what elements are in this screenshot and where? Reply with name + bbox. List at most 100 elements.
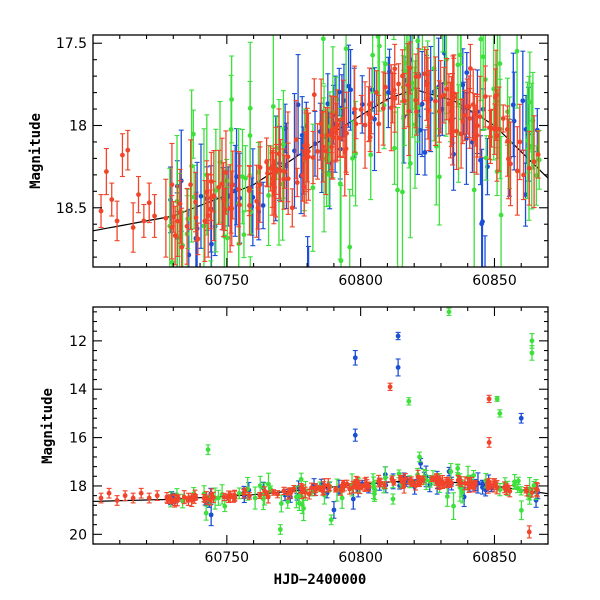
data-point-green xyxy=(241,211,247,259)
data-point-red xyxy=(467,43,473,94)
data-point-blue xyxy=(520,50,526,151)
data-point-red xyxy=(423,48,429,121)
data-point-red xyxy=(362,477,368,492)
data-point-red xyxy=(298,482,304,494)
data-point-red xyxy=(136,175,141,214)
data-point-red xyxy=(477,75,483,158)
data-point-red xyxy=(146,182,152,224)
data-point-red xyxy=(399,49,405,103)
data-point-red xyxy=(320,486,326,496)
y-tick-label: 16 xyxy=(69,431,87,447)
outlier-point-blue xyxy=(352,428,358,442)
data-point-red xyxy=(493,49,499,141)
data-point-green xyxy=(347,188,353,267)
outlier-point-green xyxy=(406,397,412,406)
data-point-red xyxy=(323,106,329,196)
data-point-red xyxy=(529,487,535,498)
data-point-red xyxy=(106,487,112,499)
data-point-green xyxy=(375,35,381,105)
outlier-point-blue xyxy=(395,331,401,341)
data-point-green xyxy=(395,106,401,267)
data-point-red xyxy=(152,194,158,238)
data-point-blue xyxy=(482,235,488,267)
data-point-red xyxy=(392,43,398,94)
data-point-red xyxy=(500,104,506,133)
data-point-green xyxy=(514,35,520,109)
data-point-green xyxy=(326,142,332,207)
data-point-red xyxy=(177,168,183,239)
top-y-axis-title: Magnitude xyxy=(28,113,44,189)
data-point-blue xyxy=(422,129,428,176)
data-point-red xyxy=(496,86,502,172)
top-plot-frame xyxy=(92,34,549,268)
data-point-red xyxy=(347,483,353,495)
data-point-red xyxy=(366,481,372,492)
data-point-red xyxy=(482,65,488,128)
data-point-red xyxy=(382,481,388,489)
data-point-red xyxy=(185,496,191,503)
data-point-red xyxy=(460,98,466,145)
data-point-red xyxy=(318,78,324,170)
data-point-red xyxy=(114,495,120,506)
data-point-red xyxy=(344,479,350,489)
data-point-red xyxy=(485,481,491,494)
data-point-red xyxy=(294,167,300,198)
data-point-red xyxy=(291,484,297,493)
data-point-red xyxy=(340,479,346,487)
top-x-tick-labels: 60750 60800 60850 xyxy=(205,273,517,289)
data-point-green xyxy=(371,476,377,500)
data-point-red xyxy=(450,55,456,144)
data-point-red xyxy=(130,202,136,253)
data-point-red xyxy=(508,121,514,207)
data-point-red xyxy=(265,159,271,188)
data-point-blue xyxy=(385,56,391,129)
bottom-x-axis-title: HJD−2400000 xyxy=(274,572,367,588)
data-point-red xyxy=(432,56,438,146)
data-point-red xyxy=(374,70,380,115)
data-point-green xyxy=(293,485,299,509)
data-point-red xyxy=(201,493,207,503)
data-point-green xyxy=(515,476,521,486)
data-point-red xyxy=(211,180,217,213)
data-point-red xyxy=(301,156,307,217)
y-tick-label: 18 xyxy=(69,118,87,134)
data-point-red xyxy=(125,129,131,171)
data-point-red xyxy=(413,72,419,129)
data-point-red xyxy=(429,475,435,483)
data-point-green xyxy=(244,289,249,404)
data-point-red xyxy=(473,106,479,147)
data-point-red xyxy=(219,137,225,231)
data-point-red xyxy=(281,486,287,496)
data-point-red xyxy=(445,476,451,484)
data-point-red xyxy=(169,142,175,227)
data-point-blue xyxy=(198,143,204,249)
data-point-red xyxy=(471,480,477,487)
data-point-green xyxy=(201,128,207,267)
data-point-red xyxy=(122,490,128,502)
data-point-red xyxy=(340,79,346,158)
data-point-red xyxy=(368,101,374,135)
data-point-red xyxy=(275,490,281,499)
data-point-red xyxy=(271,489,277,496)
data-point-red xyxy=(246,491,252,500)
data-point-green xyxy=(252,486,258,510)
data-point-red xyxy=(278,138,284,203)
data-point-red xyxy=(310,130,316,185)
data-point-green xyxy=(203,505,209,521)
data-point-red xyxy=(114,200,120,242)
outlier-point-green xyxy=(529,345,535,361)
x-tick-label: 60800 xyxy=(338,550,383,566)
bottom-axis-ticks xyxy=(93,307,548,545)
data-point-red xyxy=(505,105,511,177)
data-point-red xyxy=(304,107,310,183)
data-point-red xyxy=(109,182,115,217)
data-point-red xyxy=(338,484,344,496)
data-point-red xyxy=(523,486,529,494)
data-point-red xyxy=(141,203,147,238)
data-point-red xyxy=(474,95,480,175)
top-data-points xyxy=(98,35,542,404)
data-point-green xyxy=(190,109,196,159)
outlier-point-green xyxy=(417,451,423,463)
data-point-red xyxy=(535,130,541,179)
